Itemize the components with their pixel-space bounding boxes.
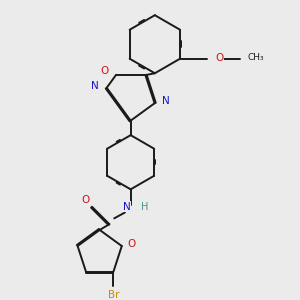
Text: Br: Br: [108, 290, 119, 300]
Text: O: O: [215, 53, 224, 63]
Text: CH₃: CH₃: [247, 53, 264, 62]
Text: O: O: [100, 66, 108, 76]
Text: O: O: [127, 239, 136, 249]
Text: O: O: [81, 195, 89, 205]
Text: N: N: [91, 81, 99, 91]
Text: H: H: [140, 202, 148, 212]
Text: N: N: [123, 202, 131, 212]
Text: N: N: [162, 96, 170, 106]
